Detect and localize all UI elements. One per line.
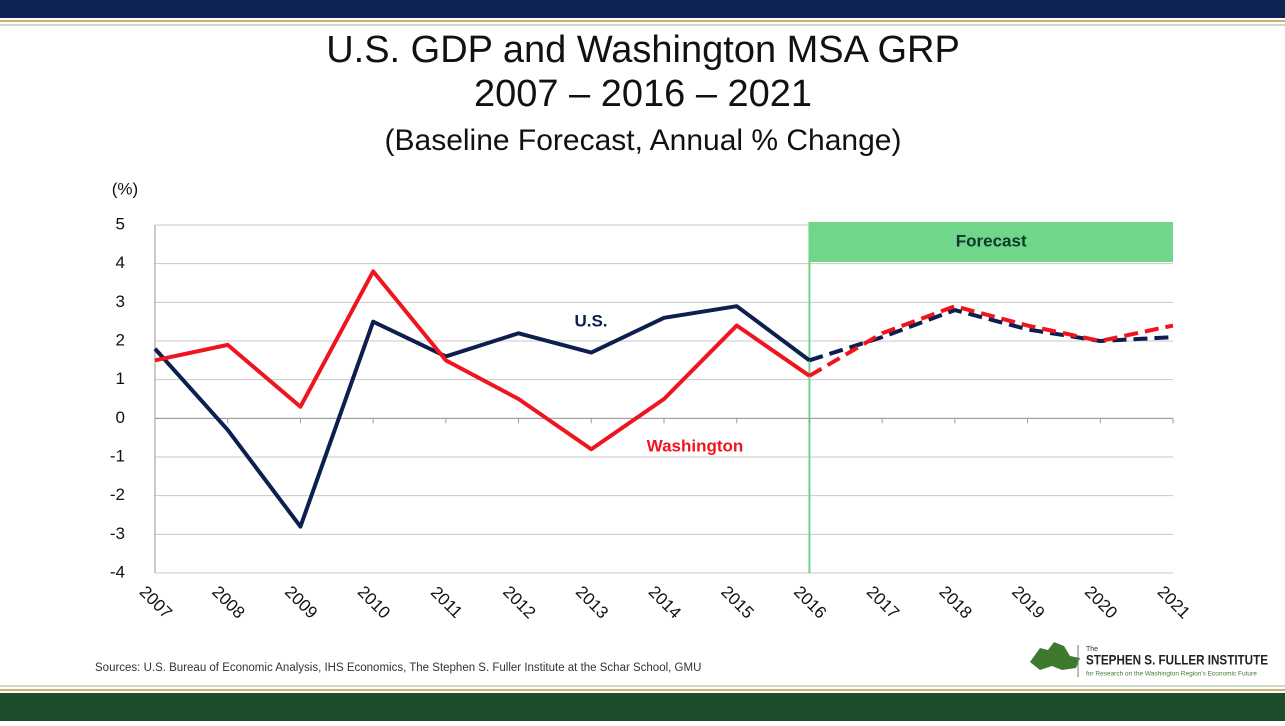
chart-title: U.S. GDP and Washington MSA GRP	[326, 29, 960, 71]
y-tick-label: 4	[116, 253, 125, 272]
logo-name: STEPHEN S. FULLER INSTITUTE	[1086, 652, 1268, 668]
x-tick-label: 2021	[1154, 582, 1194, 622]
series-line	[153, 304, 811, 529]
forecast-label: Forecast	[956, 231, 1027, 250]
chart-title-line2: 2007 – 2016 – 2021	[474, 73, 812, 115]
y-tick-label: -1	[110, 446, 125, 465]
series-line	[154, 269, 811, 452]
x-tick-label: 2010	[354, 582, 394, 622]
x-tick-label: 2015	[717, 582, 757, 622]
logo-tagline: for Research on the Washington Region's …	[1086, 671, 1257, 678]
series-label: Washington	[647, 436, 744, 455]
chart-subtitle: (Baseline Forecast, Annual % Change)	[385, 124, 902, 157]
x-tick-label: 2018	[935, 582, 975, 622]
x-tick-label: 2008	[208, 582, 248, 622]
y-tick-label: -4	[110, 562, 125, 581]
logo-icon	[1030, 642, 1080, 670]
y-tick-label: 1	[116, 369, 125, 388]
series-label: U.S.	[574, 311, 607, 330]
series-line	[808, 304, 1174, 378]
y-tick-label: 5	[116, 214, 125, 233]
y-tick-label: -3	[110, 524, 125, 543]
x-tick-label: 2007	[136, 582, 176, 622]
y-tick-label: 0	[116, 408, 125, 427]
x-tick-label: 2020	[1081, 582, 1121, 622]
top-bar	[0, 0, 1285, 18]
x-tick-label: 2014	[645, 582, 685, 622]
x-tick-label: 2011	[427, 583, 466, 622]
y-axis-label: (%)	[112, 179, 138, 198]
logo-prefix: The	[1086, 646, 1098, 653]
sources: Sources: U.S. Bureau of Economic Analysi…	[95, 662, 701, 674]
y-tick-label: 2	[116, 330, 125, 349]
bottom-bar	[0, 693, 1285, 721]
x-tick-label: 2017	[863, 582, 903, 622]
y-tick-label: 3	[116, 292, 125, 311]
x-tick-label: 2013	[572, 582, 612, 622]
forecast-box	[809, 222, 1173, 262]
x-tick-label: 2012	[499, 582, 539, 622]
x-tick-label: 2009	[281, 582, 321, 622]
x-tick-label: 2016	[790, 582, 830, 622]
y-tick-label: -2	[110, 485, 125, 504]
x-tick-label: 2019	[1008, 582, 1048, 622]
